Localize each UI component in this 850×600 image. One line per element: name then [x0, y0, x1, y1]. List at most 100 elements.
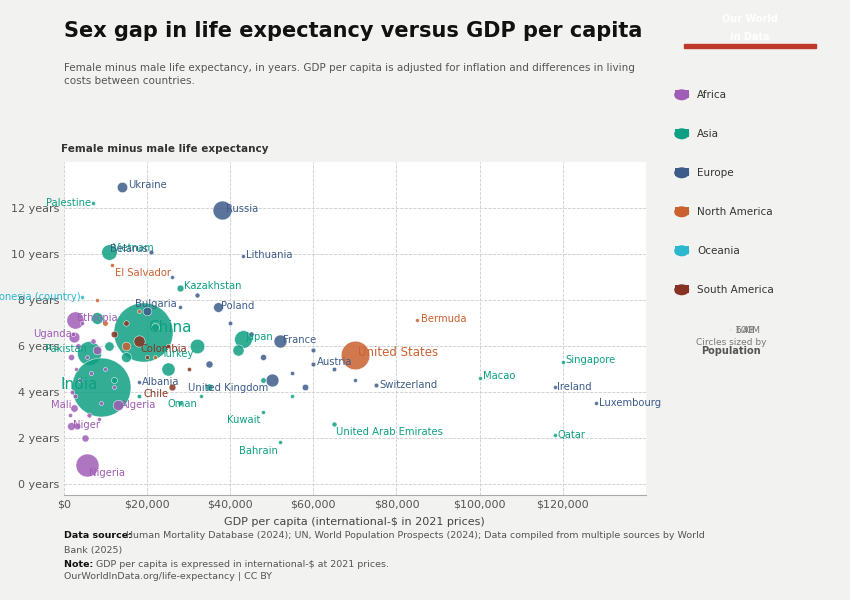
Point: [244, 329, 258, 339]
Text: Note:: Note:: [64, 560, 96, 569]
Text: Albania: Albania: [142, 377, 179, 388]
Text: Colombia: Colombia: [140, 344, 187, 354]
Text: United Arab Emirates: United Arab Emirates: [336, 427, 443, 437]
Text: Ukraine: Ukraine: [128, 179, 167, 190]
Point: [70, 364, 83, 373]
Text: Female minus male life expectancy: Female minus male life expectancy: [61, 143, 269, 154]
Text: Turkey: Turkey: [162, 349, 194, 359]
Point: [67, 332, 81, 341]
Point: [90, 313, 104, 323]
Point: [273, 437, 286, 447]
Text: Singapore: Singapore: [566, 355, 616, 365]
Point: [99, 318, 112, 328]
Point: [132, 377, 145, 387]
Point: [149, 352, 162, 362]
Text: Bahrain: Bahrain: [239, 446, 278, 457]
Point: [77, 433, 91, 442]
Point: [136, 327, 150, 337]
Point: [76, 318, 89, 328]
Point: [165, 272, 178, 281]
X-axis label: GDP per capita (international-$ in 2021 prices): GDP per capita (international-$ in 2021 …: [224, 517, 485, 527]
Point: [68, 316, 82, 325]
Point: [94, 398, 108, 408]
Point: [66, 329, 80, 339]
Point: [103, 341, 116, 350]
Text: Population: Population: [701, 346, 761, 356]
Point: [76, 293, 89, 302]
Point: [103, 247, 116, 256]
Point: [211, 302, 224, 311]
Point: [298, 382, 312, 392]
Text: Data source:: Data source:: [64, 531, 135, 540]
Point: [257, 376, 270, 385]
Point: [190, 290, 204, 300]
Point: [235, 334, 249, 344]
Point: [307, 359, 320, 369]
Text: United Kingdom: United Kingdom: [188, 383, 269, 393]
Text: Vietnam: Vietnam: [113, 243, 155, 253]
Text: Oman: Oman: [167, 399, 198, 409]
Text: Algeria: Algeria: [122, 400, 156, 410]
Text: OurWorldInData.org/life-expectancy | CC BY: OurWorldInData.org/life-expectancy | CC …: [64, 572, 272, 581]
Point: [132, 391, 145, 401]
Text: El Salvador: El Salvador: [115, 268, 171, 278]
Point: [64, 421, 77, 431]
Point: [140, 307, 154, 316]
Text: Ireland: Ireland: [558, 382, 592, 392]
Text: Female minus male life expectancy, in years. GDP per capita is adjusted for infl: Female minus male life expectancy, in ye…: [64, 63, 635, 86]
Text: Japan: Japan: [246, 332, 274, 341]
Point: [132, 337, 145, 346]
Point: [71, 341, 85, 350]
Point: [182, 364, 196, 373]
Point: [65, 387, 79, 397]
Point: [348, 350, 362, 360]
Point: [65, 352, 78, 362]
Point: [173, 398, 187, 408]
Point: [327, 364, 341, 373]
Point: [202, 359, 216, 369]
Point: [215, 205, 229, 215]
Point: [348, 376, 362, 385]
Point: [119, 341, 133, 350]
Point: [71, 421, 84, 431]
Text: Qatar: Qatar: [558, 430, 586, 440]
Text: Palestine: Palestine: [46, 199, 91, 208]
Text: Europe: Europe: [697, 168, 734, 178]
Point: [107, 382, 121, 392]
Text: Oceania: Oceania: [697, 246, 740, 256]
Text: GDP per capita is expressed in international-$ at 2021 prices.: GDP per capita is expressed in internati…: [96, 560, 389, 569]
Text: Luxembourg: Luxembourg: [599, 398, 661, 408]
Text: in Data: in Data: [730, 32, 770, 41]
Text: Russia: Russia: [226, 204, 258, 214]
Point: [224, 318, 237, 328]
Point: [80, 352, 94, 362]
Text: Uganda: Uganda: [33, 329, 72, 339]
Point: [94, 382, 108, 392]
Point: [144, 247, 158, 256]
Text: Austria: Austria: [316, 357, 352, 367]
Point: [86, 199, 99, 208]
Point: [547, 382, 561, 392]
Point: [67, 403, 81, 413]
Point: [265, 376, 279, 385]
Point: [369, 380, 382, 389]
Point: [327, 419, 341, 428]
Point: [93, 415, 106, 424]
Point: [74, 376, 88, 385]
Point: [231, 346, 245, 355]
Point: [173, 284, 187, 293]
Text: Chile: Chile: [144, 389, 168, 399]
Text: South America: South America: [697, 285, 774, 295]
Point: [286, 391, 299, 401]
Point: [473, 373, 486, 383]
Point: [173, 302, 187, 311]
Text: Sex gap in life expectancy versus GDP per capita: Sex gap in life expectancy versus GDP pe…: [64, 21, 642, 41]
Text: Bermuda: Bermuda: [421, 314, 466, 325]
Point: [149, 323, 162, 332]
Text: Micronesia (country): Micronesia (country): [0, 292, 81, 302]
Point: [286, 368, 299, 378]
Point: [235, 251, 249, 261]
Text: Africa: Africa: [697, 90, 727, 100]
Text: Nigeria: Nigeria: [88, 468, 125, 478]
Point: [107, 329, 121, 339]
